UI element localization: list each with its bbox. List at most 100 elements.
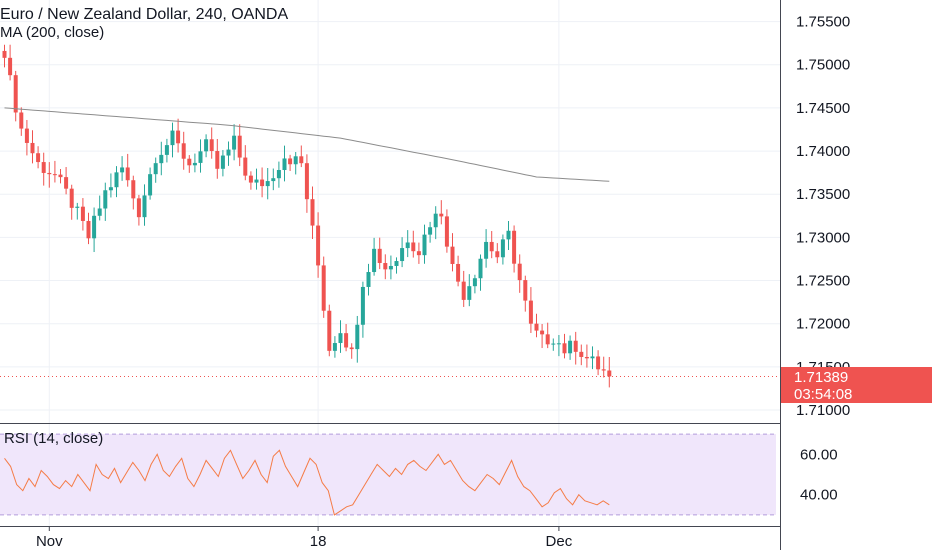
candle-body — [47, 172, 52, 175]
candle-body — [332, 343, 337, 351]
time-axis[interactable]: Nov 18 Dec — [36, 526, 573, 550]
candle-body — [433, 213, 438, 228]
candle-body — [310, 199, 315, 226]
candle-body — [24, 128, 29, 143]
candle-body — [187, 158, 192, 166]
candle-body — [596, 356, 601, 370]
candle-body — [601, 369, 606, 371]
candle-body — [170, 130, 175, 146]
rsi-line — [4, 449, 610, 516]
chart-title: Euro / New Zealand Dollar, 240, OANDA — [0, 6, 288, 23]
candle-body — [243, 157, 248, 176]
candle-body — [523, 280, 528, 301]
y-tick-label: 1.73000 — [796, 229, 850, 246]
candle-body — [103, 190, 108, 209]
candle-body — [69, 188, 74, 208]
candle-body — [377, 248, 382, 263]
candle-body — [428, 227, 433, 235]
candle-body — [512, 230, 517, 264]
x-tick-label: 18 — [310, 533, 327, 550]
candle-body — [86, 220, 91, 239]
candle-body — [304, 163, 309, 200]
candle-body — [534, 323, 539, 331]
candle-body — [405, 242, 410, 249]
candle-body — [64, 177, 69, 189]
candle-body — [456, 263, 461, 282]
candle-body — [148, 174, 153, 196]
ma-200-line — [4, 107, 610, 182]
rsi-tick-label: 60.00 — [800, 446, 838, 463]
candle-body — [439, 213, 444, 217]
candle-body — [52, 174, 57, 176]
candle-body — [299, 156, 304, 164]
candle-body — [383, 262, 388, 270]
candle-body — [92, 215, 97, 239]
candle-body — [13, 75, 18, 113]
candle-body — [444, 216, 449, 247]
candle-body — [153, 163, 158, 175]
candle-body — [198, 151, 203, 163]
candle-body — [411, 242, 416, 252]
candle-body — [416, 251, 421, 256]
candle-body — [551, 343, 556, 345]
ma-indicator-label: MA (200, close) — [0, 24, 104, 41]
candle-body — [450, 246, 455, 264]
price-badge: 1.71389 03:54:08 — [781, 367, 932, 403]
candle-body — [472, 278, 477, 287]
y-tick-label: 1.73500 — [796, 186, 850, 203]
candle-body — [400, 248, 405, 262]
candle-body — [41, 162, 46, 173]
candle-body — [349, 347, 354, 350]
candle-body — [540, 330, 545, 335]
candle-body — [125, 167, 130, 181]
candle-body — [495, 251, 500, 258]
candles — [2, 44, 612, 388]
candle-body — [372, 248, 377, 273]
rsi-axis[interactable]: 60.00 40.00 — [800, 446, 838, 503]
candle-body — [75, 206, 80, 208]
candle-body — [120, 167, 125, 173]
candle-body — [237, 135, 242, 158]
y-tick-label: 1.75500 — [796, 14, 850, 31]
candle-body — [282, 158, 287, 171]
candle-body — [338, 333, 343, 344]
candle-body — [58, 174, 63, 178]
candle-body — [204, 139, 209, 152]
x-tick-label: Dec — [546, 533, 573, 550]
candle-body — [181, 143, 186, 159]
candle-body — [478, 258, 483, 279]
candle-body — [321, 265, 326, 311]
candle-body — [260, 179, 265, 187]
y-tick-label: 1.71000 — [796, 402, 850, 419]
candle-body — [366, 272, 371, 287]
candle-body — [316, 225, 321, 266]
last-price-label: 1.71389 — [794, 369, 848, 386]
rsi-tick-label: 40.00 — [800, 487, 838, 504]
candle-body — [293, 156, 298, 165]
candle-body — [19, 112, 24, 129]
candle-body — [288, 158, 293, 165]
candle-body — [131, 180, 136, 199]
candle-body — [394, 261, 399, 266]
candle-body — [506, 230, 511, 240]
candle-body — [248, 175, 253, 183]
candle-body — [562, 343, 567, 354]
candle-body — [517, 263, 522, 281]
price-axis[interactable]: 1.75500 1.75000 1.74500 1.74000 1.73500 1.730… — [796, 14, 850, 419]
x-tick-label: Nov — [36, 533, 63, 550]
candle-body — [97, 208, 102, 216]
candle-body — [327, 310, 332, 351]
candle-body — [114, 172, 119, 188]
candle-body — [108, 187, 113, 191]
candle-body — [271, 178, 276, 182]
candle-body — [254, 179, 259, 183]
candle-body — [422, 234, 427, 256]
candle-body — [164, 145, 169, 155]
candle-body — [220, 155, 225, 169]
candle-body — [568, 340, 573, 354]
candle-body — [489, 241, 494, 252]
candle-body — [276, 170, 281, 179]
candle-body — [136, 198, 141, 218]
y-tick-label: 1.72000 — [796, 316, 850, 333]
